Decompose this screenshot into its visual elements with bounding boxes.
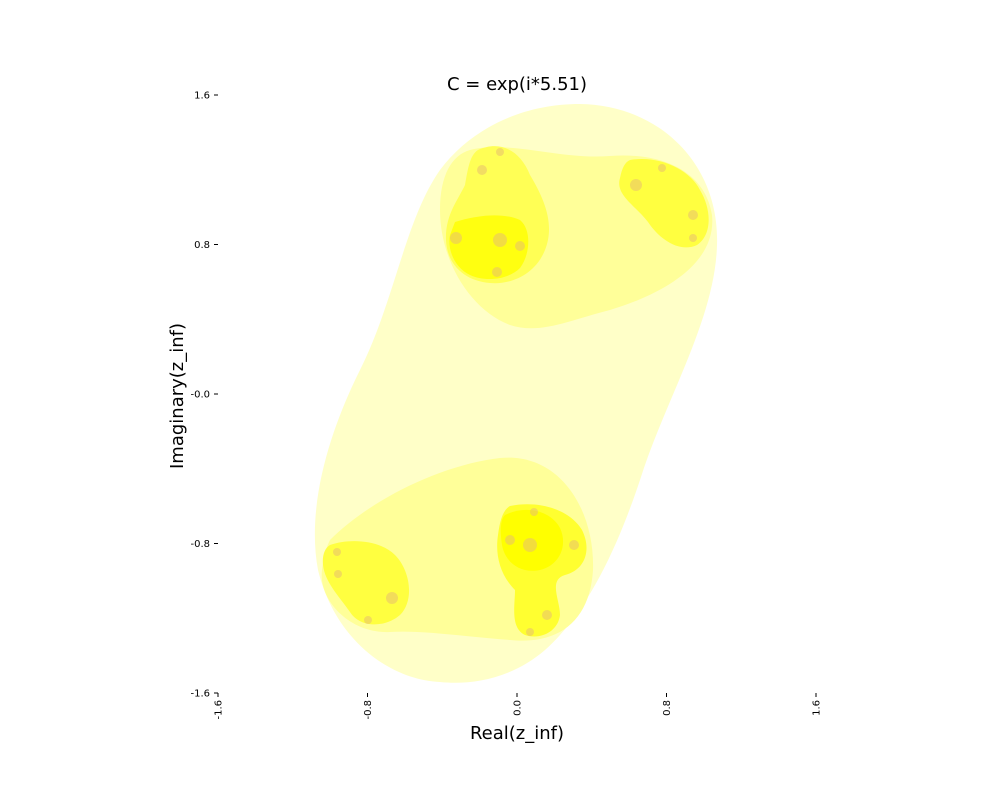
x-axis-label: Real(z_inf) xyxy=(470,723,564,744)
y-tick-label: -0.0 xyxy=(190,390,210,401)
y-tick-label: -0.8 xyxy=(190,539,210,550)
chart-title: C = exp(i*5.51) xyxy=(447,74,587,95)
y-tick-label: -1.6 xyxy=(190,689,210,700)
y-tick-label: 0.8 xyxy=(194,240,210,251)
y-tick-label: 1.6 xyxy=(194,91,210,102)
x-tick-label: -0.8 xyxy=(363,700,374,720)
x-axis-ticks: -1.6 -0.8 0.0 0.8 1.6 xyxy=(214,693,823,720)
y-axis-label: Imaginary(z_inf) xyxy=(167,323,188,469)
y-axis-ticks: 1.6 0.8 -0.0 -0.8 -1.6 xyxy=(190,91,218,700)
x-tick-label: 0.0 xyxy=(513,700,524,716)
julia-set-plot xyxy=(314,104,718,683)
fractal-inner-blob xyxy=(322,541,410,625)
x-tick-label: 0.8 xyxy=(662,700,673,716)
x-tick-label: 1.6 xyxy=(812,700,823,716)
fractal-inner-blob xyxy=(619,159,709,248)
fractal-detail-clusters xyxy=(333,148,698,636)
x-tick-label: -1.6 xyxy=(214,700,225,720)
fractal-inner-blob xyxy=(449,215,529,280)
